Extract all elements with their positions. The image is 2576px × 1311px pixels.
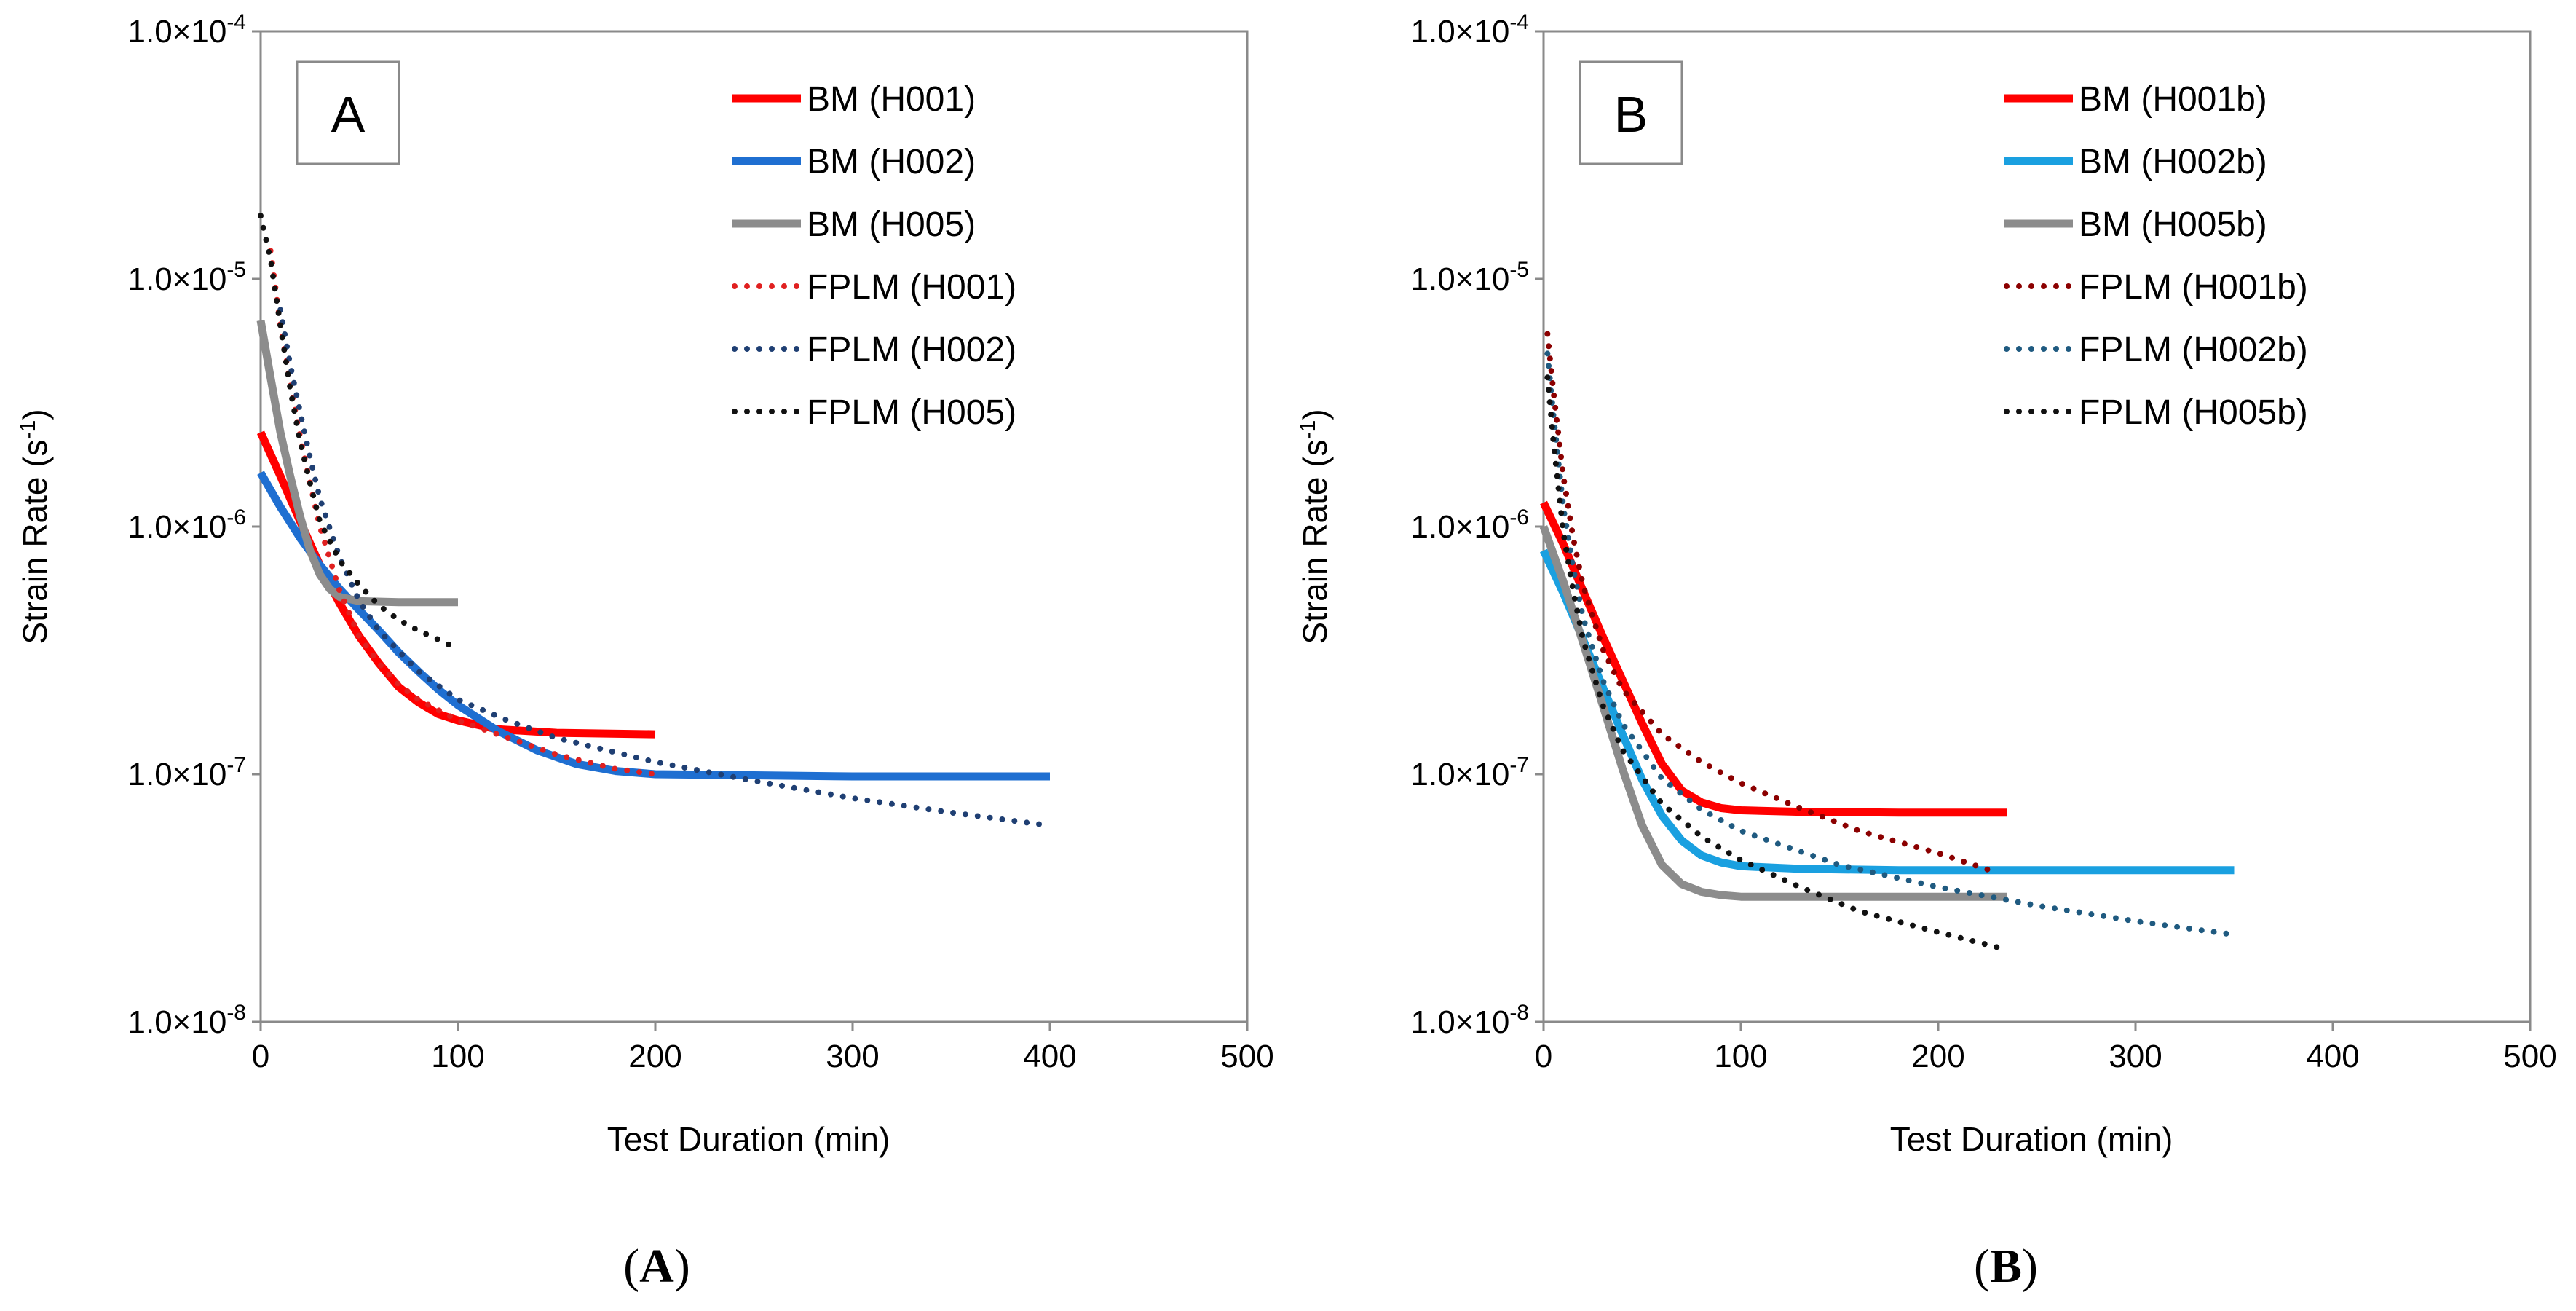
legend-label: FPLM (H001) <box>807 268 1016 307</box>
x-tick-label: 300 <box>826 1039 879 1074</box>
legend-label: FPLM (H002b) <box>2079 331 2308 369</box>
y-tick-label: 1.0×10-6 <box>128 505 247 545</box>
caption-a: (A) <box>623 1240 690 1293</box>
panel-label-a: A <box>331 86 366 143</box>
y-ticks-a: 1.0×10-8 1.0×10-7 1.0×10-6 1.0×10-5 1.0×10-4 <box>128 10 261 1040</box>
legend-label: BM (H001) <box>807 80 976 119</box>
legend-label: BM (H001b) <box>2079 80 2267 119</box>
series-line-fplm-h001b <box>1544 331 2001 876</box>
x-tick-label: 200 <box>628 1039 681 1074</box>
series-line-fplm-h002b <box>1544 350 2237 938</box>
x-axis-label-a: Test Duration (min) <box>607 1120 890 1158</box>
x-ticks-b: 0 100 200 300 400 500 <box>1535 1022 2557 1074</box>
y-tick-label: 1.0×10-5 <box>128 258 247 297</box>
y-tick-label: 1.0×10-5 <box>1411 258 1530 297</box>
legend-a: BM (H001) BM (H002) BM (H005) FPLM (H001) FP… <box>732 80 1016 432</box>
x-tick-label: 400 <box>2306 1039 2359 1074</box>
x-tick-label: 500 <box>1220 1039 1273 1074</box>
series-group-a <box>256 213 1053 829</box>
y-tick-label: 1.0×10-7 <box>1411 753 1530 792</box>
chart-panel-a: 1.0×10-8 1.0×10-7 1.0×10-6 1.0×10-5 1.0×10-4… <box>16 10 1274 1293</box>
series-line-bm-h005 <box>256 319 458 607</box>
y-axis-label-b: Strain Rate (s-1) <box>1296 409 1335 644</box>
series-line-fplm-h002 <box>277 307 1053 829</box>
caption-b: (B) <box>1974 1240 2038 1293</box>
x-tick-label: 200 <box>1911 1039 1964 1074</box>
panel-label-b: B <box>1614 86 1648 143</box>
series-line-bm-h002b <box>1540 548 2235 875</box>
x-tick-label: 0 <box>252 1039 269 1074</box>
chart-panel-b: 1.0×10-8 1.0×10-7 1.0×10-6 1.0×10-5 1.0×10-4… <box>1296 10 2557 1293</box>
x-tick-label: 100 <box>1714 1039 1767 1074</box>
legend-label: BM (H005b) <box>2079 205 2267 244</box>
y-tick-label: 1.0×10-4 <box>1411 10 1530 50</box>
x-tick-label: 0 <box>1535 1039 1552 1074</box>
y-axis-label-a: Strain Rate (s-1) <box>16 409 55 644</box>
legend-label: BM (H005) <box>807 205 976 244</box>
y-tick-label: 1.0×10-4 <box>128 10 247 50</box>
x-ticks-a: 0 100 200 300 400 500 <box>252 1022 1274 1074</box>
x-tick-label: 300 <box>2109 1039 2162 1074</box>
plot-area-a <box>259 30 1249 1023</box>
y-tick-label: 1.0×10-6 <box>1411 505 1530 545</box>
x-tick-label: 400 <box>1023 1039 1076 1074</box>
series-group-b <box>1539 331 2237 950</box>
legend-label: FPLM (H005) <box>807 393 1016 432</box>
x-axis-label-b: Test Duration (min) <box>1890 1120 2173 1158</box>
y-ticks-b: 1.0×10-8 1.0×10-7 1.0×10-6 1.0×10-5 1.0×10-4 <box>1411 10 1544 1040</box>
y-tick-label: 1.0×10-8 <box>1411 1001 1530 1040</box>
series-line-bm-h001 <box>256 430 656 739</box>
series-line-bm-h005b <box>1539 525 2007 901</box>
series-line-fplm-h005 <box>258 213 461 653</box>
series-line-fplm-h001 <box>267 248 658 777</box>
legend-label: FPLM (H005b) <box>2079 393 2308 432</box>
x-tick-label: 500 <box>2503 1039 2556 1074</box>
y-tick-label: 1.0×10-8 <box>128 1001 247 1040</box>
legend-label: FPLM (H002) <box>807 331 1016 369</box>
x-tick-label: 100 <box>431 1039 484 1074</box>
panel-label-box-a <box>296 60 400 165</box>
series-line-bm-h001b <box>1540 500 2007 817</box>
legend-label: BM (H002b) <box>2079 143 2267 181</box>
panel-label-box-b <box>1579 60 1683 165</box>
legend-label: BM (H002) <box>807 143 976 181</box>
legend-label: FPLM (H001b) <box>2079 268 2308 307</box>
y-tick-label: 1.0×10-7 <box>128 753 247 792</box>
legend-b: BM (H001b) BM (H002b) BM (H005b) FPLM (H001… <box>2004 80 2308 432</box>
